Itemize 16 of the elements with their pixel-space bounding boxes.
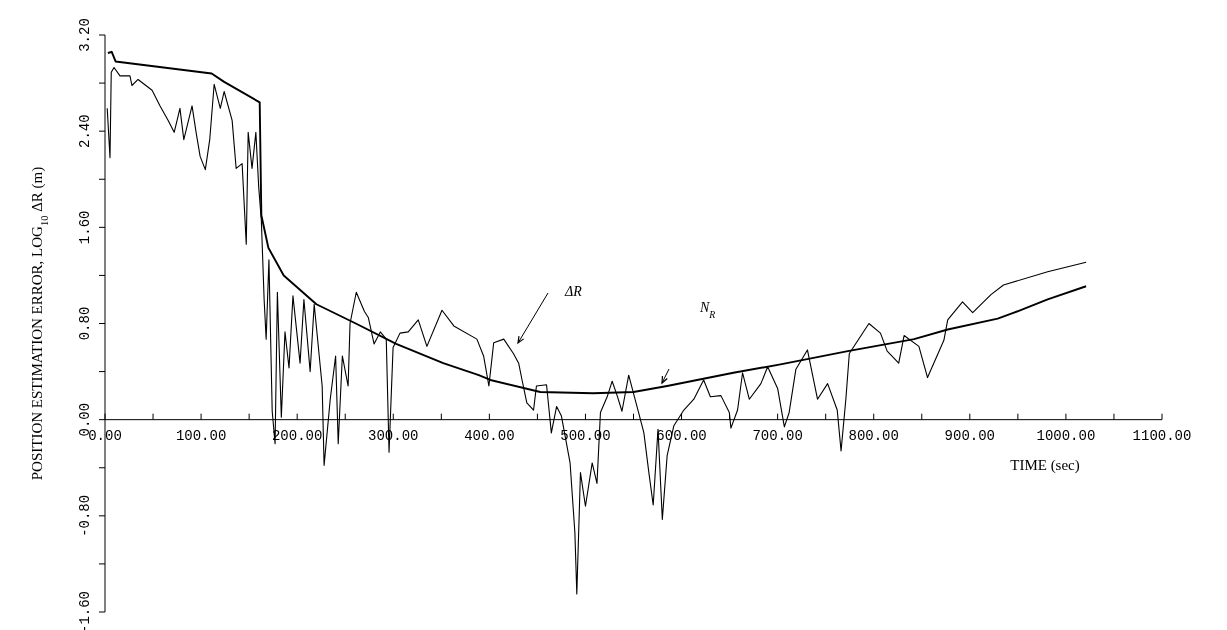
y-tick-label: 1.60 [77,210,93,245]
y-tick-label: -1.60 [77,590,93,630]
x-tick-label: 700.00 [752,427,803,444]
x-tick-label: 1100.00 [1132,427,1192,444]
x-tick-label: 100.00 [175,427,227,444]
x-tick-label: 1000.00 [1036,427,1096,444]
y-tick-label: 0.80 [77,306,93,341]
annotation: N$_{R}$ [699,300,716,320]
y-tick-label: 3.20 [77,18,93,52]
x-tick-label: 900.00 [944,427,996,444]
y-tick-label: -0.80 [77,494,93,537]
y-tick-label: 2.40 [77,114,93,148]
x-tick-label: 400.00 [464,427,515,444]
x-tick-label: 800.00 [848,427,899,444]
annotation: ΔR [564,284,583,299]
x-axis-title: TIME (sec) [1010,457,1080,474]
